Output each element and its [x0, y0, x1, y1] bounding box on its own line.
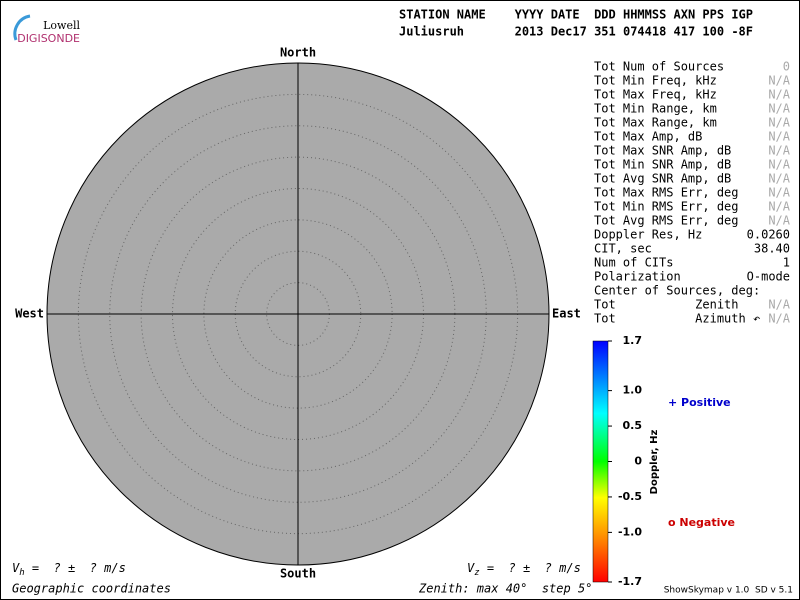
- stat-label: Tot Avg SNR Amp, dB: [594, 172, 731, 186]
- stat-label: Tot Max RMS Err, deg: [594, 186, 739, 200]
- stat-value: N/A: [768, 88, 790, 102]
- logo-bottom: DIGISONDE: [17, 32, 80, 45]
- stat-value: 1: [783, 256, 790, 270]
- stat-label: Tot Max Freq, kHz: [594, 88, 717, 102]
- colorbar-tick-label: 0: [634, 455, 642, 468]
- legend-negative: o Negative: [668, 516, 735, 529]
- header-line: STATION NAME YYYY DATE DDD HHMMSS AXN PP…: [399, 8, 753, 22]
- stat-label: Tot Zenith: [594, 298, 739, 312]
- stat-value: N/A: [768, 102, 790, 116]
- vh-text: Vh = ? ± ? m/s: [12, 561, 126, 578]
- stat-value: 38.40: [754, 242, 790, 256]
- stat-value: N/A: [768, 158, 790, 172]
- stat-value: N/A: [768, 172, 790, 186]
- colorbar-tick-label: 1.0: [623, 384, 643, 397]
- logo-arc: [13, 14, 31, 41]
- stat-value: N/A: [768, 144, 790, 158]
- stat-label: Polarization: [594, 270, 681, 284]
- stat-label: Tot Max SNR Amp, dB: [594, 144, 731, 158]
- stat-value: 0.0260: [747, 228, 790, 242]
- stat-value: N/A: [768, 298, 790, 312]
- north-label: North: [280, 46, 316, 60]
- stat-label: Tot Avg RMS Err, deg: [594, 214, 739, 228]
- stat-label: Doppler Res, Hz: [594, 228, 702, 242]
- colorbar-tick-label: 1.7: [623, 334, 643, 347]
- stat-value: N/A: [768, 312, 790, 326]
- stat-label: CIT, sec: [594, 242, 652, 256]
- legend-positive: + Positive: [668, 396, 731, 409]
- stat-value: N/A: [768, 130, 790, 144]
- stat-value: N/A: [768, 200, 790, 214]
- colorbar-tick-label: -1.7: [618, 575, 642, 588]
- stat-label: Tot Min RMS Err, deg: [594, 200, 739, 214]
- stat-value: N/A: [768, 116, 790, 130]
- coordinates-note: Geographic coordinates: [12, 582, 171, 596]
- header-line: Juliusruh 2013 Dec17 351 074418 417 100 …: [399, 25, 753, 39]
- stat-value: N/A: [768, 214, 790, 228]
- west-label: West: [15, 307, 44, 321]
- south-label: South: [280, 567, 316, 581]
- stat-label: Center of Sources, deg:: [594, 284, 760, 298]
- stat-value: N/A: [768, 74, 790, 88]
- colorbar-tick-label: -0.5: [618, 490, 642, 503]
- stat-label: Tot Min Freq, kHz: [594, 74, 717, 88]
- colorbar-title: Doppler, Hz: [649, 430, 660, 495]
- colorbar: [592, 340, 609, 583]
- colorbar-tick-label: 0.5: [623, 419, 643, 432]
- vz-text: Vz = ? ± ? m/s: [467, 561, 581, 578]
- colorbar-tick-label: -1.0: [618, 525, 642, 538]
- stat-value: N/A: [768, 186, 790, 200]
- zenith-note: Zenith: max 40° step 5°: [418, 582, 592, 596]
- stat-label: Tot Num of Sources: [594, 60, 724, 74]
- stat-label: Num of CITs: [594, 256, 673, 270]
- east-label: East: [552, 307, 581, 321]
- version: ShowSkymap v 1.0 SD v 5.1: [664, 586, 793, 596]
- stat-label: Tot Azimuth ↶: [594, 312, 760, 326]
- skymap: [46, 62, 550, 566]
- stat-label: Tot Max Amp, dB: [594, 130, 702, 144]
- stat-value: 0: [783, 60, 790, 74]
- logo-top: Lowell: [43, 19, 80, 32]
- stat-value: O-mode: [747, 270, 790, 284]
- stat-label: Tot Min SNR Amp, dB: [594, 158, 731, 172]
- stat-label: Tot Max Range, km: [594, 116, 717, 130]
- stat-label: Tot Min Range, km: [594, 102, 717, 116]
